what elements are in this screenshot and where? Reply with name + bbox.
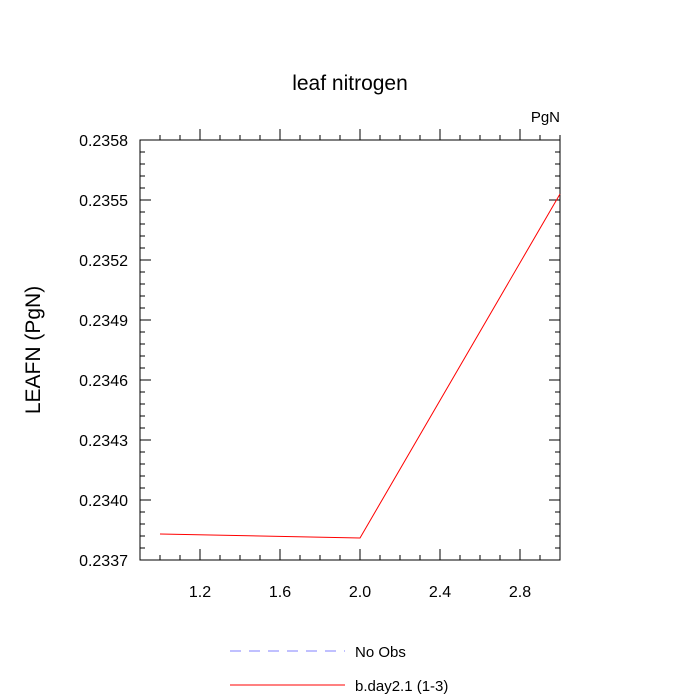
chart-title: leaf nitrogen [292,72,408,95]
y-tick-label: 0.2337 [79,553,128,570]
x-tick-label: 2.8 [509,584,531,601]
legend: No Obs b.day2.1 (1-3) [230,644,448,695]
x-tick-label: 1.2 [189,584,211,601]
y-tick-label: 0.2343 [79,433,128,450]
series-line-0 [159,193,561,539]
plot-frame [139,139,561,561]
units-label: PgN [531,109,560,126]
y-axis-label: LEAFN (PgN) [22,286,45,414]
y-tick-label: 0.2352 [79,253,128,270]
x-axis: 1.2 1.6 2.0 2.4 2.8 [159,129,561,601]
y-tick-label: 0.2346 [79,373,128,390]
y-tick-label: 0.2340 [79,493,128,510]
legend-label-1: b.day2.1 (1-3) [355,678,448,695]
y-tick-label: 0.2358 [79,133,128,150]
y-tick-label: 0.2355 [79,193,128,210]
y-tick-label: 0.2349 [79,313,128,330]
x-tick-label: 2.4 [429,584,451,601]
x-tick-label: 1.6 [269,584,291,601]
plot-border [139,139,561,561]
series-layer [159,193,561,539]
x-tick-label: 2.0 [349,584,371,601]
y-axis: 0.2337 0.2340 0.2343 0.2346 0.2349 0.2352 0.23… [79,133,560,570]
legend-label-0: No Obs [355,644,406,661]
